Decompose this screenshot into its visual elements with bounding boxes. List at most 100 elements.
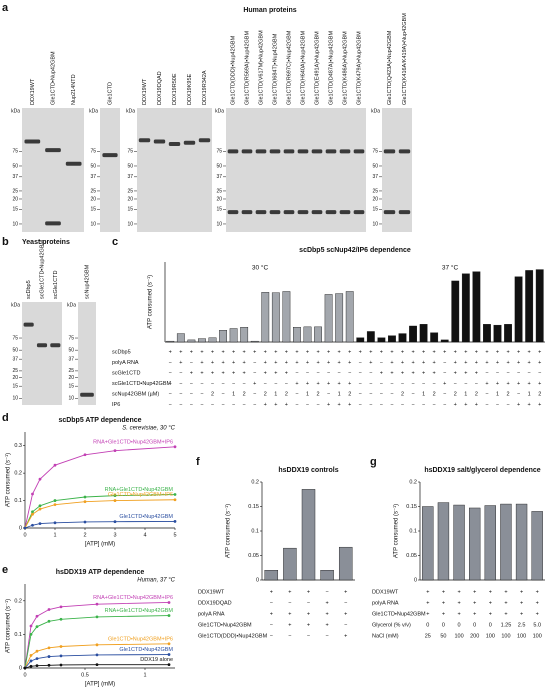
- row-cell: +: [211, 370, 214, 376]
- bar: [484, 505, 496, 581]
- row-cell: +: [200, 370, 203, 376]
- band: [241, 149, 253, 154]
- band: [383, 210, 396, 215]
- row-cell: +: [285, 360, 288, 366]
- row-cell: 0: [489, 622, 492, 628]
- lane-label: DDX19DQAD: [157, 71, 163, 105]
- x-tick-label: 4: [143, 532, 146, 538]
- row-cell: +: [485, 360, 488, 366]
- row-cell: +: [316, 381, 319, 387]
- data-point: [95, 663, 99, 667]
- row-cell: +: [200, 360, 203, 366]
- marker-label: 20: [12, 196, 18, 202]
- row-cell: +: [338, 360, 341, 366]
- lane-label: Gle1CTD(E491A)•Nup42GBM: [314, 31, 320, 105]
- marker-label: 10: [68, 396, 74, 402]
- y-tick-label: 0.1: [14, 632, 22, 638]
- row-cell: +: [528, 381, 531, 387]
- row-cell: −: [344, 600, 347, 606]
- row-cell: +: [401, 349, 404, 355]
- marker-label: 10: [12, 396, 18, 402]
- data-point: [53, 521, 57, 525]
- marker-label: 20: [90, 196, 96, 202]
- lane-label: Gle1CTD(K479A)•Nup42GBM: [356, 31, 362, 105]
- data-point: [83, 453, 87, 457]
- row-cell: +: [457, 600, 460, 606]
- row-cell: −: [411, 381, 414, 387]
- row-cell: +: [338, 349, 341, 355]
- row-cell: −: [179, 402, 182, 408]
- row-cell: +: [443, 349, 446, 355]
- marker-label: 10: [216, 221, 222, 227]
- row-cell: 2: [433, 391, 436, 397]
- data-point: [83, 500, 87, 504]
- lane-label: Gle1CTD(H640A)•Nup42GBM: [300, 31, 306, 105]
- data-point: [31, 523, 34, 527]
- row-cell: −: [380, 391, 383, 397]
- row-cell: −: [306, 370, 309, 376]
- lane-label: DDX19R50E: [172, 73, 178, 105]
- bar: [493, 324, 502, 343]
- chart-title: hsDDX19 ATP dependence: [56, 569, 145, 576]
- row-cell: 2: [454, 391, 457, 397]
- marker-label: 37: [12, 356, 18, 362]
- band: [198, 138, 211, 143]
- band: [339, 149, 351, 154]
- row-cell: +: [390, 370, 393, 376]
- bar: [314, 326, 322, 343]
- row-cell: 1: [496, 391, 499, 397]
- lane-label: DDX19WT: [30, 78, 36, 105]
- row-cell: +: [517, 349, 520, 355]
- row-cell: +: [190, 349, 193, 355]
- row-cell: −: [190, 381, 193, 387]
- marker-label: 15: [12, 207, 18, 213]
- row-cell: +: [264, 370, 267, 376]
- row-cell: +: [489, 589, 492, 595]
- marker-label: 10: [372, 221, 378, 227]
- row-cell: 1: [338, 391, 341, 397]
- data-point: [29, 633, 33, 636]
- row-cell: +: [285, 370, 288, 376]
- row-cell: 1: [232, 391, 235, 397]
- row-cell: −: [380, 381, 383, 387]
- y-tick-label: 0.05: [406, 553, 417, 559]
- bar: [338, 546, 353, 581]
- row-cell: +: [538, 349, 541, 355]
- row-cell: −: [307, 600, 310, 606]
- row-label: Gle1CTD•Nup42GBM: [198, 622, 252, 628]
- bar: [345, 291, 354, 343]
- y-tick-label: 0.05: [248, 553, 259, 559]
- row-cell: −: [200, 391, 203, 397]
- row-cell: −: [169, 360, 172, 366]
- row-cell: −: [200, 381, 203, 387]
- row-cell: −: [325, 589, 328, 595]
- x-tick-label: 1: [53, 532, 56, 538]
- data-point: [83, 520, 87, 524]
- row-cell: −: [190, 402, 193, 408]
- row-cell: 2: [507, 391, 510, 397]
- row-cell: −: [528, 370, 531, 376]
- row-cell: −: [264, 381, 267, 387]
- band: [297, 149, 309, 154]
- row-cell: −: [327, 391, 330, 397]
- marker-label: 15: [90, 207, 96, 213]
- x-tick-label: 1: [143, 672, 146, 678]
- data-point: [23, 666, 27, 670]
- row-cell: +: [327, 360, 330, 366]
- row-cell: −: [169, 391, 172, 397]
- row-cell: +: [274, 402, 277, 408]
- row-cell: 5.0: [533, 622, 541, 628]
- data-point: [38, 522, 42, 526]
- fit-line: [24, 520, 176, 529]
- row-cell: +: [506, 381, 509, 387]
- series-label: Gle1CTD•Nup42GBM: [119, 514, 173, 520]
- row-cell: +: [295, 360, 298, 366]
- marker-label: 75: [12, 335, 18, 341]
- annotation: S. cerevisiae, 30 °C: [122, 426, 175, 432]
- x-tick-label: 2: [83, 532, 86, 538]
- row-cell: −: [359, 360, 362, 366]
- data-point: [167, 653, 171, 656]
- panel-label: f: [196, 456, 200, 468]
- y-tick-label: 0.15: [248, 504, 259, 510]
- bar: [324, 294, 333, 343]
